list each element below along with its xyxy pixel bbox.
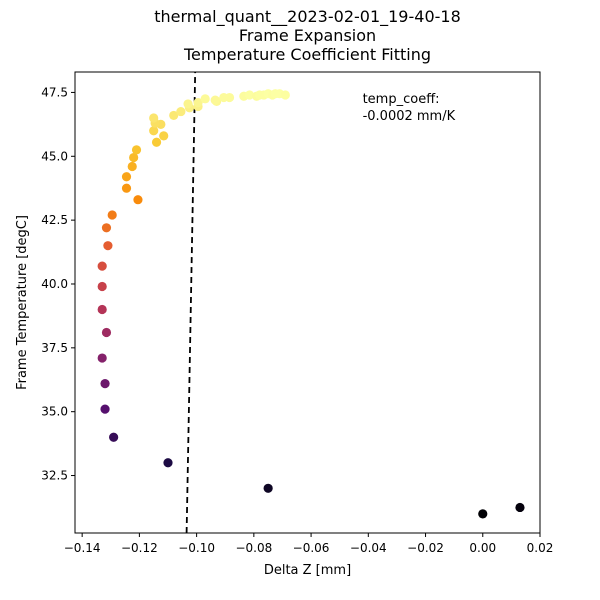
x-tick-label: −0.06 xyxy=(293,541,330,555)
data-point xyxy=(101,223,112,233)
data-point xyxy=(131,145,142,155)
data-point xyxy=(107,210,117,220)
x-tick-label: −0.08 xyxy=(235,541,272,555)
data-point xyxy=(169,110,179,121)
data-point xyxy=(159,131,169,141)
data-point xyxy=(97,304,107,315)
data-point xyxy=(121,172,132,182)
x-tick-label: −0.04 xyxy=(350,541,387,555)
y-tick-label: 37.5 xyxy=(41,341,68,355)
y-tick-label: 42.5 xyxy=(41,213,68,227)
data-point xyxy=(97,281,107,292)
data-point xyxy=(133,195,143,205)
data-point xyxy=(100,404,110,414)
data-point xyxy=(97,261,107,271)
x-tick-label: −0.02 xyxy=(407,541,444,555)
data-point xyxy=(280,90,290,100)
title-line: Frame Expansion xyxy=(239,26,376,45)
data-point xyxy=(100,378,110,389)
data-point xyxy=(129,152,139,163)
title-line: Temperature Coefficient Fitting xyxy=(183,45,431,64)
data-point xyxy=(101,327,112,338)
data-point xyxy=(210,95,220,105)
y-axis-ticks: 32.5 35.0 37.5 40.0 42.5 45.0 47.5 xyxy=(41,85,75,483)
data-point xyxy=(224,92,235,103)
annotation-line: -0.0002 mm/K xyxy=(363,109,456,124)
data-point xyxy=(149,126,159,136)
y-tick-label: 32.5 xyxy=(41,469,68,483)
y-tick-label: 35.0 xyxy=(41,405,68,419)
y-tick-label: 47.5 xyxy=(41,85,68,99)
annotation-line: temp_coeff: xyxy=(363,92,440,107)
y-axis-label: Frame Temperature [degC] xyxy=(15,215,30,390)
data-point xyxy=(176,106,186,117)
x-tick-label: 0.02 xyxy=(527,541,554,555)
data-point xyxy=(193,98,203,108)
data-point xyxy=(151,137,162,147)
data-point xyxy=(121,183,132,193)
x-tick-label: −0.12 xyxy=(121,541,158,555)
temp-coeff-annotation: temp_coeff: -0.0002 mm/K xyxy=(363,92,456,124)
title-line: thermal_quant__2023-02-01_19-40-18 xyxy=(154,7,461,27)
fit-line xyxy=(185,71,197,534)
x-tick-label: 0.00 xyxy=(469,541,496,555)
data-point xyxy=(263,483,273,493)
chart-title: thermal_quant__2023-02-01_19-40-18Frame … xyxy=(154,7,461,64)
fit-line-layer xyxy=(185,71,197,534)
y-tick-label: 40.0 xyxy=(41,277,68,291)
data-point xyxy=(149,113,159,123)
x-axis-label: Delta Z [mm] xyxy=(264,563,351,578)
y-tick-label: 45.0 xyxy=(41,149,68,163)
axes-frame xyxy=(74,71,541,534)
data-point xyxy=(183,99,193,109)
data-point xyxy=(163,458,173,468)
data-point xyxy=(109,432,119,442)
data-point xyxy=(97,353,107,363)
data-point xyxy=(478,509,488,519)
data-points xyxy=(97,89,525,519)
data-point xyxy=(515,502,525,513)
data-point xyxy=(200,94,210,104)
x-tick-label: −0.14 xyxy=(64,541,101,555)
x-tick-label: −0.10 xyxy=(178,541,215,555)
x-axis-ticks: −0.14 −0.12 −0.10 −0.08 −0.06 −0.04 −0.02 0.00 0… xyxy=(64,533,554,555)
data-point xyxy=(127,161,137,172)
data-point xyxy=(244,90,255,100)
data-point xyxy=(103,241,113,251)
